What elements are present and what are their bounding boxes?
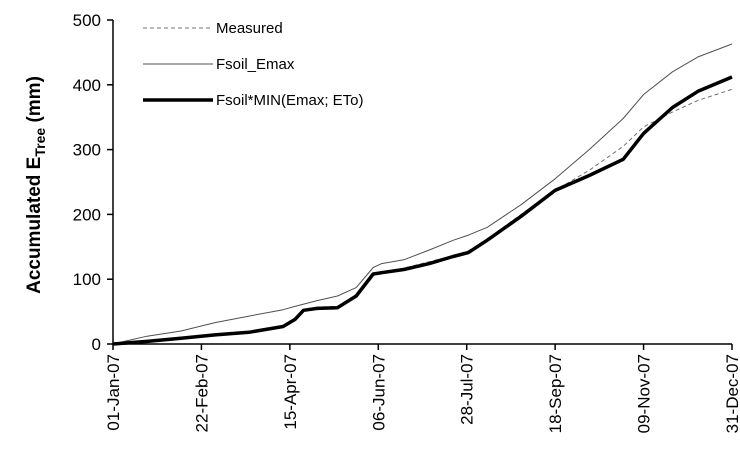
y-tick-label: 300	[73, 141, 101, 160]
y-tick-label: 0	[92, 335, 101, 354]
legend-label: Fsoil*MIN(Emax; ETo)	[216, 92, 364, 109]
series-line-fsoil-min-emax-eto	[112, 75, 733, 346]
x-tick-label: 06-Jun-07	[369, 354, 388, 431]
axes: 0 100 200 300 400 500 01-Jan-07 22-Feb-07 15-Apr…	[73, 11, 740, 433]
y-tick-label: 200	[73, 205, 101, 224]
x-tick-label: 18-Sep-07	[546, 354, 565, 433]
y-tick-label: 100	[73, 270, 101, 289]
y-tick-label: 400	[73, 76, 101, 95]
series-line-measured	[112, 88, 733, 345]
y-tick-label: 500	[73, 11, 101, 30]
series-layer	[112, 43, 733, 346]
x-tick-label: 09-Nov-07	[635, 354, 654, 433]
legend: Measured Fsoil_Emax Fsoil*MIN(Emax; ETo)	[143, 20, 364, 109]
x-tick-label: 15-Apr-07	[281, 354, 300, 430]
x-tick-label: 28-Jul-07	[458, 354, 477, 425]
x-tick-label: 01-Jan-07	[104, 354, 123, 431]
legend-label: Fsoil_Emax	[216, 56, 295, 73]
y-axis-label: Accumulated ETree (mm)	[24, 76, 48, 294]
series-line-fsoil-emax	[112, 43, 733, 345]
legend-label: Measured	[216, 20, 283, 37]
x-tick-label: 31-Dec-07	[723, 354, 740, 433]
x-tick-label: 22-Feb-07	[192, 354, 211, 432]
